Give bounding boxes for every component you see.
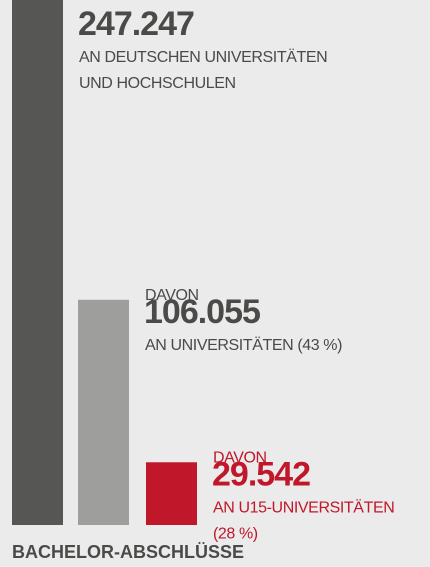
category-label: (28 %) [213,525,258,542]
bar [78,299,129,525]
category-label: AN U15-UNIVERSITÄTEN [213,498,394,516]
category-label: AN DEUTSCHEN UNIVERSITÄTEN [79,48,327,66]
bar [12,0,63,525]
chart-title: BACHELOR-ABSCHLÜSSE [12,542,244,562]
label-above: DAVON [145,287,199,304]
category-label: AN UNIVERSITÄTEN (43 %) [145,336,342,354]
category-label: UND HOCHSCHULEN [79,75,236,92]
value-label: 247.247 [78,5,194,43]
value-label: 106.055 [144,293,260,331]
label-above: DAVON [213,449,267,466]
value-label: 29.542 [212,455,310,493]
bar [146,462,197,525]
